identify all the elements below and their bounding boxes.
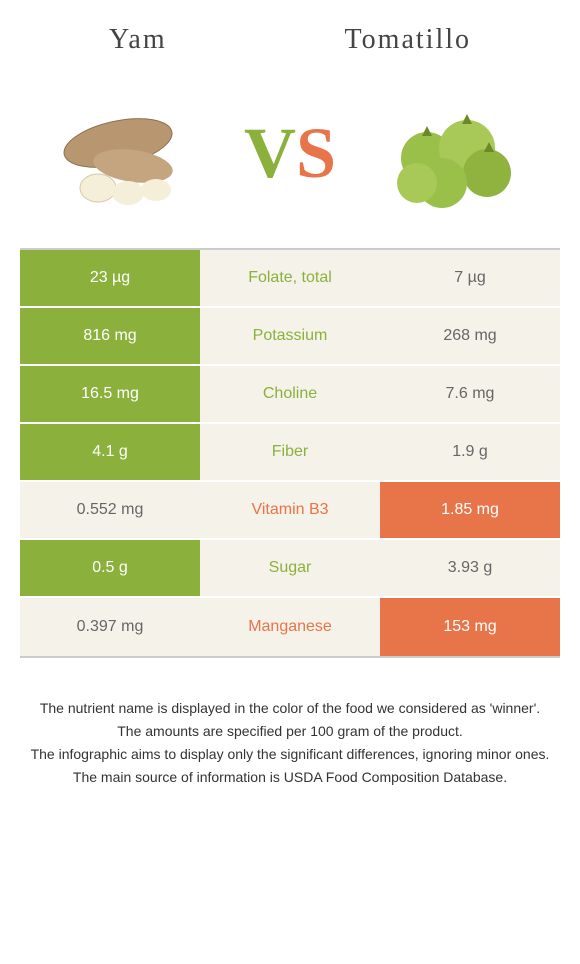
- footer-line-4: The main source of information is USDA F…: [30, 767, 550, 788]
- table-row: 4.1 gFiber1.9 g: [20, 424, 560, 482]
- left-food-title: Yam: [109, 24, 167, 56]
- nutrition-table: 23 µgFolate, total7 µg816 mgPotassium268…: [20, 248, 560, 658]
- table-row: 816 mgPotassium268 mg: [20, 308, 560, 366]
- right-value: 268 mg: [380, 308, 560, 364]
- footer-line-1: The nutrient name is displayed in the co…: [30, 698, 550, 719]
- nutrient-label: Vitamin B3: [200, 482, 380, 538]
- footer-notes: The nutrient name is displayed in the co…: [0, 658, 580, 810]
- table-row: 16.5 mgCholine7.6 mg: [20, 366, 560, 424]
- nutrient-label: Manganese: [200, 598, 380, 656]
- footer-line-3: The infographic aims to display only the…: [30, 744, 550, 765]
- right-value: 3.93 g: [380, 540, 560, 596]
- tomatillo-image: [372, 88, 532, 218]
- left-value: 23 µg: [20, 250, 200, 306]
- table-row: 0.397 mgManganese153 mg: [20, 598, 560, 656]
- right-value: 7 µg: [380, 250, 560, 306]
- left-value: 16.5 mg: [20, 366, 200, 422]
- nutrient-label: Fiber: [200, 424, 380, 480]
- yam-image: [48, 88, 208, 218]
- left-value: 4.1 g: [20, 424, 200, 480]
- nutrient-label: Sugar: [200, 540, 380, 596]
- right-value: 1.85 mg: [380, 482, 560, 538]
- right-value: 153 mg: [380, 598, 560, 656]
- nutrient-label: Choline: [200, 366, 380, 422]
- left-value: 0.397 mg: [20, 598, 200, 656]
- table-row: 23 µgFolate, total7 µg: [20, 250, 560, 308]
- left-value: 816 mg: [20, 308, 200, 364]
- vs-label: VS: [244, 112, 336, 195]
- right-value: 7.6 mg: [380, 366, 560, 422]
- right-food-title: Tomatillo: [345, 24, 471, 56]
- footer-line-2: The amounts are specified per 100 gram o…: [30, 721, 550, 742]
- nutrient-label: Folate, total: [200, 250, 380, 306]
- nutrient-label: Potassium: [200, 308, 380, 364]
- vs-s: S: [296, 113, 336, 193]
- table-row: 0.552 mgVitamin B31.85 mg: [20, 482, 560, 540]
- images-row: VS: [0, 68, 580, 248]
- left-value: 0.552 mg: [20, 482, 200, 538]
- table-row: 0.5 gSugar3.93 g: [20, 540, 560, 598]
- left-value: 0.5 g: [20, 540, 200, 596]
- vs-v: V: [244, 113, 296, 193]
- right-value: 1.9 g: [380, 424, 560, 480]
